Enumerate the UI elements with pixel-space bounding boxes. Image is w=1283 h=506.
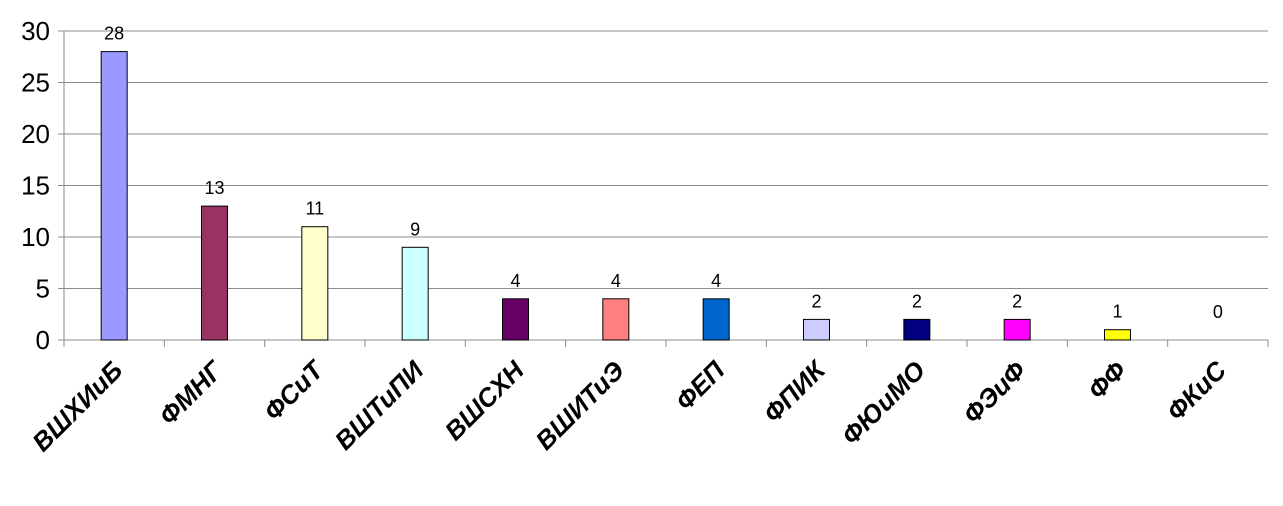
y-tick-label: 5 <box>36 274 50 304</box>
x-category-label: ФЕП <box>669 354 731 416</box>
data-label: 28 <box>104 24 124 44</box>
bar-5 <box>502 298 529 341</box>
data-label: 2 <box>811 291 821 311</box>
data-label: 13 <box>204 178 224 198</box>
x-category-label: ФФ <box>1082 355 1132 405</box>
bar-2 <box>201 205 228 341</box>
data-label: 4 <box>510 271 520 291</box>
data-label: 4 <box>611 271 621 291</box>
bar-8 <box>803 318 830 341</box>
data-label: 2 <box>912 291 922 311</box>
y-tick-label: 25 <box>21 68 50 98</box>
y-tick-label: 15 <box>21 171 50 201</box>
bar-layer <box>100 51 1131 341</box>
x-category-label: ВШИТиЭ <box>529 355 630 456</box>
x-category-label: ФЮиМО <box>836 355 932 451</box>
data-label: 0 <box>1213 302 1223 322</box>
bar-6 <box>602 298 630 341</box>
y-tick-label: 30 <box>21 16 50 46</box>
axis-layer <box>58 30 1269 347</box>
y-tick-label: 10 <box>21 222 50 252</box>
bar-4 <box>401 246 429 341</box>
bar-11 <box>1104 329 1131 341</box>
x-category-label: ФСиТ <box>258 354 331 427</box>
x-category-label: ФКиС <box>1161 354 1233 426</box>
data-label: 11 <box>305 199 324 219</box>
bar-1 <box>100 51 128 341</box>
bar-9 <box>903 318 931 341</box>
bar-3 <box>301 226 329 341</box>
x-category-label: ВШСХН <box>439 354 531 446</box>
data-label: 1 <box>1112 302 1122 322</box>
grid-layer <box>64 30 1268 289</box>
x-category-label: ФМНГ <box>153 354 229 430</box>
y-tick-label: 0 <box>36 325 50 355</box>
bar-10 <box>1003 318 1031 341</box>
x-category-label: ФЭиФ <box>957 355 1032 430</box>
bar-7 <box>702 298 730 341</box>
data-label: 4 <box>711 271 721 291</box>
x-category-label: ВШХИиБ <box>26 355 128 457</box>
data-label: 9 <box>410 219 420 239</box>
x-category-label: ВШТиПИ <box>329 354 431 456</box>
x-category-label: ФПИК <box>757 354 832 429</box>
y-tick-label: 20 <box>21 119 50 149</box>
data-label: 2 <box>1012 291 1022 311</box>
